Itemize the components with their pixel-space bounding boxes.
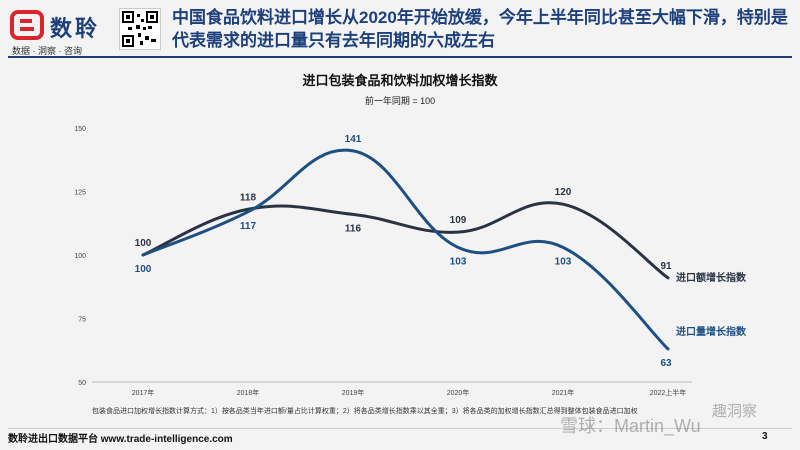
- series-line-value: [141, 201, 670, 280]
- footer-source: 数聆进出口数据平台 www.trade-intelligence.com: [8, 434, 233, 445]
- series-label: 进口量增长指数: [676, 325, 747, 338]
- y-tick-label: 125: [74, 190, 86, 197]
- x-tick-label: 2018年: [237, 388, 260, 397]
- brand-logo: 数聆 数据 · 洞察 · 咨询: [8, 8, 112, 56]
- x-tick-label: 2021年: [552, 388, 575, 397]
- data-label: 109: [450, 215, 467, 226]
- data-label: 63: [660, 358, 672, 369]
- x-tick-label: 2020年: [447, 388, 470, 397]
- data-label: 141: [345, 134, 362, 145]
- page-title: 中国食品饮料进口增长从2020年开始放缓，今年上半年同比甚至大幅下滑，特别是代表…: [172, 8, 788, 50]
- data-label: 120: [555, 187, 572, 198]
- y-tick-label: 100: [74, 253, 86, 260]
- qr-code-icon: [119, 8, 161, 50]
- method-note: 包装食品进口加权增长指数计算方式：1）按各品类当年进口额/量占比计算权重；2）将…: [92, 408, 638, 415]
- chart-subtitle: 前一年同期 = 100: [364, 96, 436, 106]
- data-label: 91: [660, 261, 672, 272]
- brand-logo-icon: [10, 10, 44, 40]
- footer-divider: [8, 428, 792, 429]
- brand-name: 数聆: [50, 16, 101, 41]
- y-tick-label: 75: [78, 317, 86, 324]
- y-tick-label: 150: [74, 126, 86, 133]
- data-label: 100: [135, 238, 152, 249]
- data-label: 118: [240, 192, 257, 203]
- y-tick-label: 50: [78, 380, 86, 387]
- watermark-text-2: 趣洞察: [712, 403, 758, 420]
- series-label: 进口额增长指数: [676, 271, 747, 284]
- brand-tagline: 数据 · 洞察 · 咨询: [12, 46, 82, 56]
- page-number: 3: [762, 431, 768, 442]
- data-label: 103: [450, 256, 467, 267]
- watermark-text: 雪球：Martin_Wu: [560, 416, 701, 436]
- x-tick-label: 2022上半年: [650, 388, 687, 397]
- series-line-volume: [141, 148, 670, 351]
- header-divider: [8, 56, 792, 58]
- x-tick-label: 2017年: [132, 388, 155, 397]
- data-label: 116: [345, 223, 362, 234]
- data-label: 117: [240, 221, 257, 232]
- x-tick-label: 2019年: [342, 388, 365, 397]
- chart-title: 进口包装食品和饮料加权增长指数: [302, 73, 498, 88]
- data-label: 103: [555, 256, 572, 267]
- data-label: 100: [135, 264, 152, 275]
